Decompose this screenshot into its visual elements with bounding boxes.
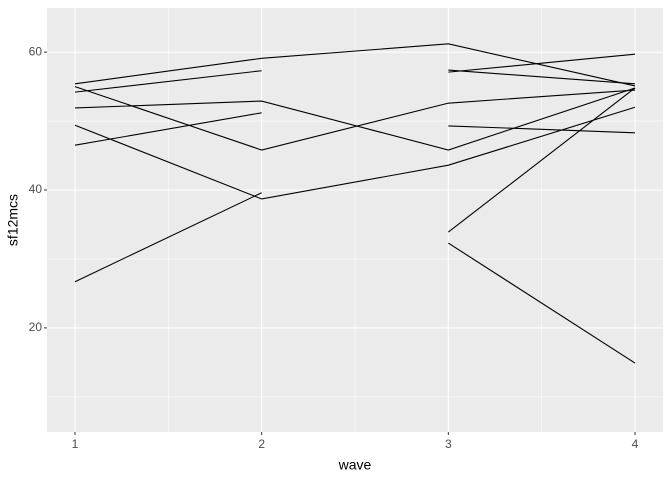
data-line [74, 112, 262, 146]
data-line [448, 69, 636, 85]
data-line [448, 242, 636, 364]
x-tick-label: 2 [258, 437, 265, 451]
y-tick-label: 60 [29, 44, 43, 58]
data-line [74, 86, 636, 151]
data-line [74, 192, 262, 283]
y-axis-title: sf12mcs [5, 194, 21, 246]
y-tick-label: 40 [29, 182, 43, 196]
x-tick-label: 4 [632, 437, 639, 451]
x-tick-label: 3 [445, 437, 452, 451]
data-line [447, 87, 636, 233]
x-axis-title: wave [338, 457, 372, 473]
y-tick-label: 20 [29, 320, 43, 334]
data-line [448, 125, 636, 134]
data-line [74, 87, 636, 151]
data-line [74, 43, 636, 87]
x-tick-label: 1 [72, 437, 79, 451]
data-line [448, 53, 636, 73]
data-line [74, 70, 262, 93]
data-line [74, 106, 636, 200]
